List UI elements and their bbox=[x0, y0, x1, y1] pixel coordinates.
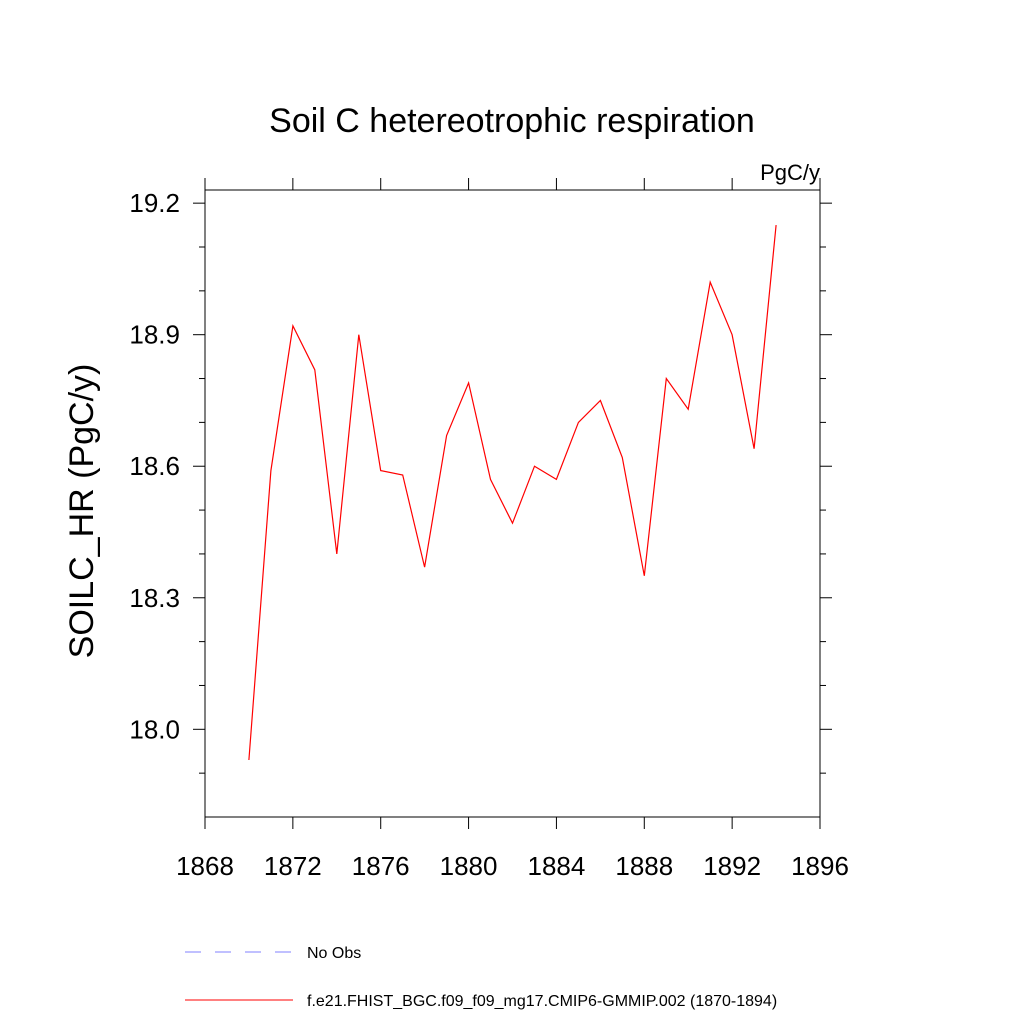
x-axis: 1868 1872 1876 1880 1884 1888 1892 1896 bbox=[176, 178, 849, 881]
legend: No Obs f.e21.FHIST_BGC.f09_f09_mg17.CMIP6… bbox=[185, 945, 777, 1010]
x-tick-label: 1892 bbox=[703, 851, 761, 881]
y-tick-label: 18.6 bbox=[129, 451, 180, 481]
x-tick-label: 1896 bbox=[791, 851, 849, 881]
series-layer bbox=[248, 225, 777, 761]
units-label: PgC/y bbox=[760, 160, 820, 185]
y-axis-label: SOILC_HR (PgC/y) bbox=[63, 364, 101, 659]
x-tick-label: 1872 bbox=[264, 851, 322, 881]
y-tick-label: 19.2 bbox=[129, 188, 180, 218]
x-tick-label: 1880 bbox=[440, 851, 498, 881]
chart-title: Soil C hetereotrophic respiration bbox=[269, 102, 755, 140]
legend-label: No Obs bbox=[307, 945, 361, 962]
y-axis: 18.0 18.3 18.6 18.9 19.2 bbox=[129, 188, 832, 774]
y-tick-label: 18.3 bbox=[129, 583, 180, 613]
y-tick-label: 18.0 bbox=[129, 714, 180, 744]
x-tick-label: 1888 bbox=[615, 851, 673, 881]
x-tick-label: 1876 bbox=[352, 851, 410, 881]
legend-label: f.e21.FHIST_BGC.f09_f09_mg17.CMIP6-GMMIP… bbox=[307, 993, 777, 1010]
y-tick-label: 18.9 bbox=[129, 320, 180, 350]
plot-frame bbox=[204, 189, 821, 818]
series-line bbox=[248, 225, 777, 761]
x-tick-label: 1868 bbox=[176, 851, 234, 881]
x-tick-label: 1884 bbox=[528, 851, 586, 881]
